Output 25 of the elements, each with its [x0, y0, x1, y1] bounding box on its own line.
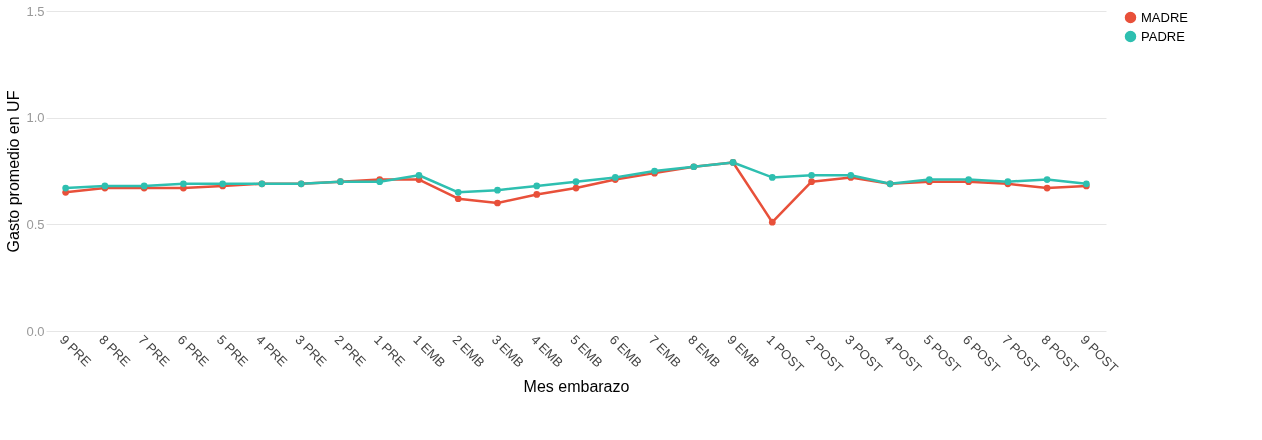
point [494, 199, 501, 207]
y-tick-label: 1.5 [26, 3, 45, 19]
point [494, 186, 501, 194]
point [180, 180, 187, 188]
point [1043, 184, 1051, 192]
point [454, 195, 462, 203]
legend-label: MADRE [1141, 9, 1189, 25]
y-tick-label: 0.5 [26, 216, 45, 232]
y-tick-label: 1.0 [26, 110, 45, 126]
y-axis-title: Gasto promedio en UF [5, 90, 23, 253]
x-axis-title: Mes embarazo [523, 378, 630, 396]
point [572, 184, 580, 192]
point [62, 184, 69, 192]
point [415, 171, 423, 179]
y-tick-label: 0.0 [26, 323, 45, 339]
point [572, 178, 580, 186]
point [454, 188, 462, 196]
point [768, 174, 776, 181]
point [768, 218, 776, 226]
point [1043, 176, 1051, 183]
point [533, 191, 541, 198]
legend-label: PADRE [1141, 28, 1186, 44]
point [808, 171, 815, 179]
point [533, 182, 541, 190]
point [808, 178, 815, 186]
